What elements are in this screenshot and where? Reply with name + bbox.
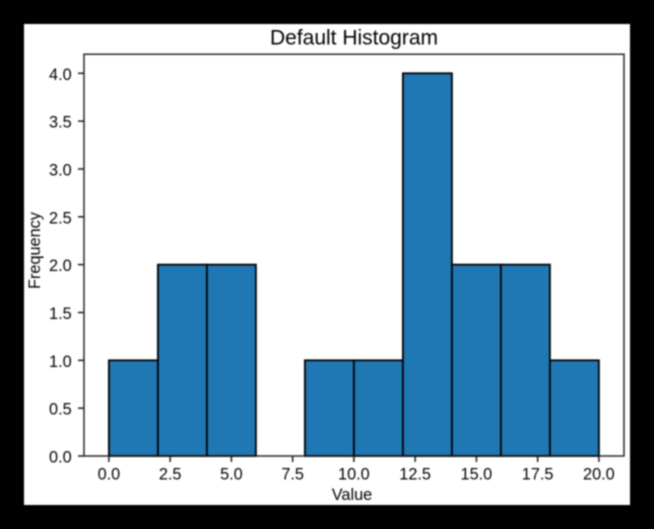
svg-text:1.5: 1.5 (49, 305, 72, 323)
svg-text:0.5: 0.5 (49, 401, 72, 419)
svg-text:0.0: 0.0 (49, 449, 72, 467)
svg-text:3.5: 3.5 (49, 114, 72, 132)
svg-text:2.0: 2.0 (49, 257, 72, 275)
svg-text:3.0: 3.0 (49, 161, 72, 179)
svg-text:15.0: 15.0 (461, 465, 493, 483)
svg-text:Default Histogram: Default Histogram (270, 26, 438, 49)
svg-text:1.0: 1.0 (49, 353, 72, 371)
svg-text:0.0: 0.0 (98, 465, 121, 483)
svg-text:7.5: 7.5 (281, 465, 304, 483)
svg-text:12.5: 12.5 (399, 465, 431, 483)
svg-text:5.0: 5.0 (220, 465, 243, 483)
svg-text:Value: Value (332, 486, 372, 504)
svg-text:4.0: 4.0 (49, 66, 72, 84)
svg-text:10.0: 10.0 (338, 465, 370, 483)
svg-text:20.0: 20.0 (583, 465, 615, 483)
svg-text:2.5: 2.5 (49, 209, 72, 227)
svg-text:17.5: 17.5 (522, 465, 554, 483)
svg-text:Frequency: Frequency (26, 211, 44, 289)
svg-text:2.5: 2.5 (159, 465, 182, 483)
